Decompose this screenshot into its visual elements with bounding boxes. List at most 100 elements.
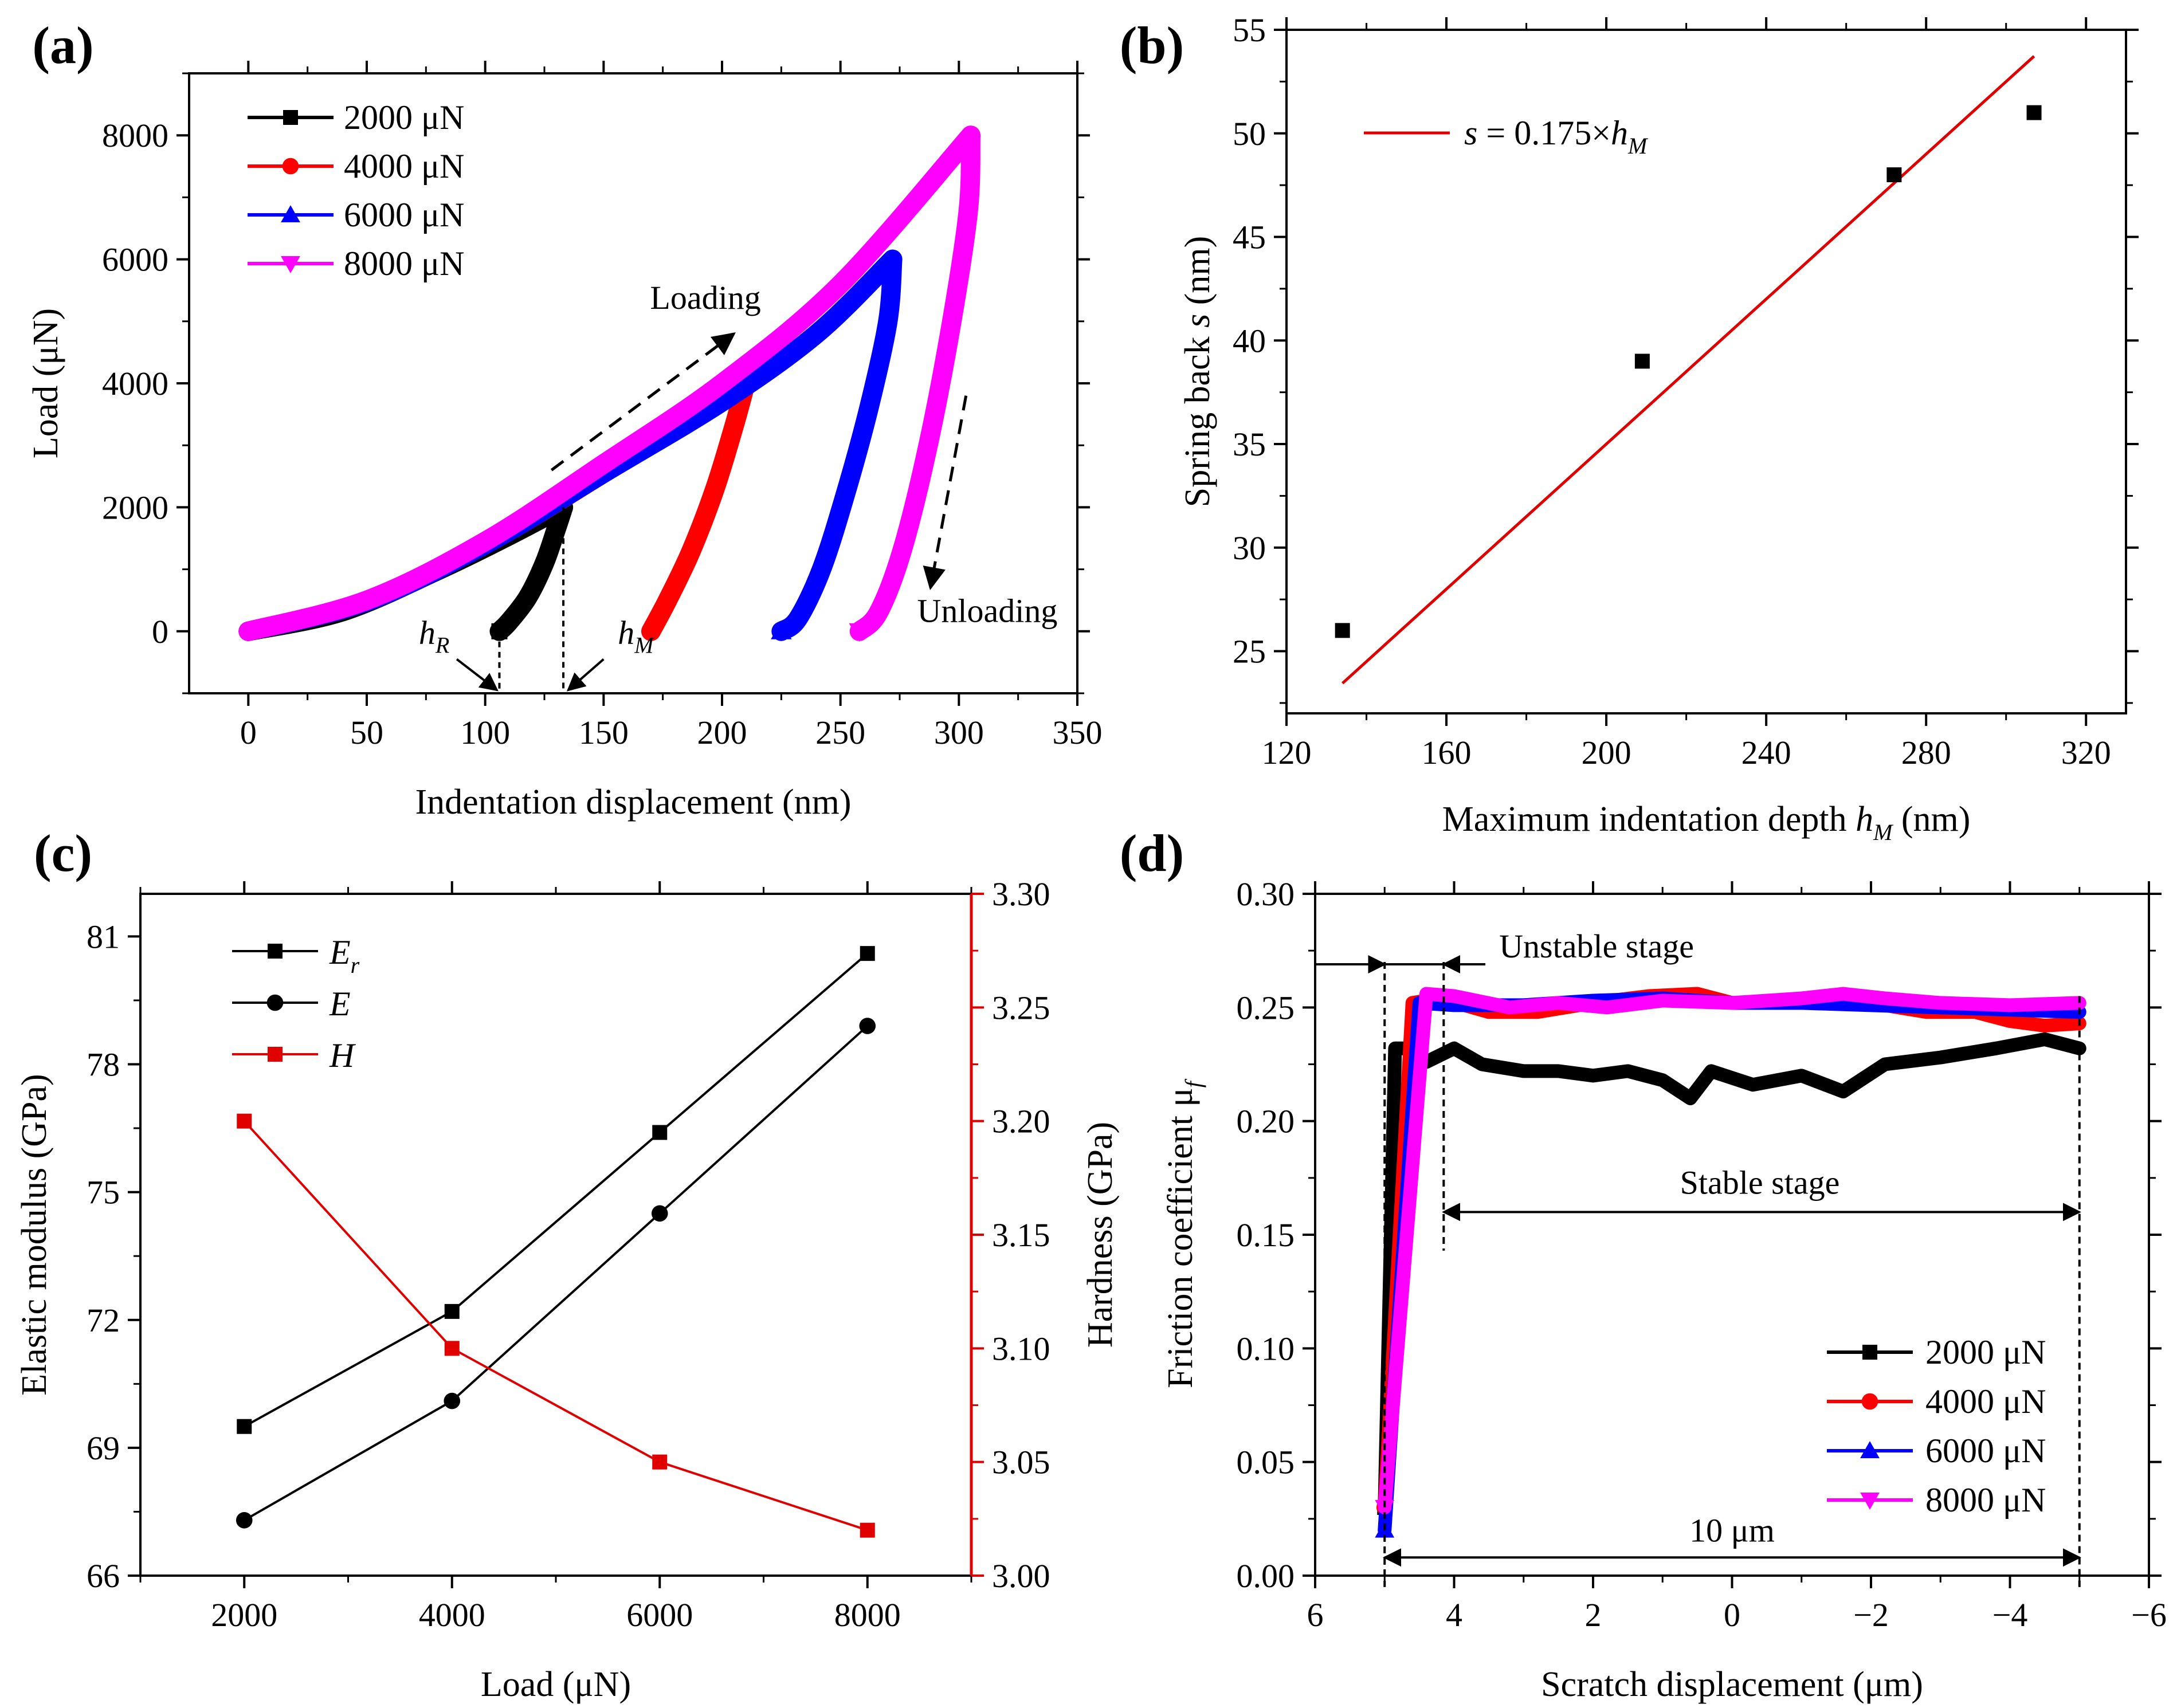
legend-marker-1 <box>282 158 299 175</box>
x-axis-label-sub: M <box>1873 819 1894 845</box>
series-1-point <box>444 1392 461 1409</box>
y-tick-label: 3.05 <box>992 1444 1050 1481</box>
x-tick-label: −4 <box>1992 1596 2028 1634</box>
x-tick-label: 150 <box>579 714 629 751</box>
series-2-point <box>652 1454 668 1470</box>
legend-marker-3 <box>281 256 300 273</box>
data-point-3 <box>2026 105 2042 120</box>
series-0-point <box>444 1303 460 1319</box>
y-tick-label: 2000 <box>102 489 168 526</box>
h-r-annotation-sub: R <box>435 632 449 658</box>
y-axis-right-label: Hardness (GPa) <box>1081 1122 1120 1348</box>
y-axis-label-s: s <box>1178 314 1217 328</box>
loading-annotation: Loading <box>650 279 760 316</box>
series-2-point <box>860 1522 875 1538</box>
y-axis-label-main: Friction coefficient μ <box>1161 1087 1200 1388</box>
y-tick-label: 4000 <box>102 365 168 402</box>
h-r-annotation-main: h <box>419 614 436 651</box>
y-tick-label: 3.30 <box>992 875 1050 913</box>
legend-label-3: 8000 μN <box>1925 1481 2046 1519</box>
series-3-line <box>1378 987 2086 1514</box>
unstable-annotation: Unstable stage <box>1499 928 1694 965</box>
y-tick-label: 3.00 <box>992 1557 1050 1595</box>
legend-label-1: E <box>329 985 351 1023</box>
x-tick-label: 0 <box>240 714 257 751</box>
y-axis-label: Spring back s (nm) <box>1178 236 1217 508</box>
series-1-point <box>651 1205 668 1222</box>
series-3-start-marker <box>1375 1500 1395 1517</box>
y-tick-label: 0.10 <box>1237 1330 1295 1367</box>
x-tick-label: 160 <box>1422 734 1472 771</box>
y-axis-label: Friction coefficient μf <box>1161 1078 1206 1388</box>
series-0-unloading <box>489 497 574 641</box>
x-tick-label: 4000 <box>419 1596 485 1634</box>
data-point-0 <box>1335 623 1350 638</box>
h-m-arrow <box>566 658 605 692</box>
legend-marker-2 <box>268 1047 283 1062</box>
x-tick-label: −6 <box>2131 1596 2167 1634</box>
y-axis-label-unit: (nm) <box>1178 236 1217 314</box>
x-axis-label: Scratch displacement (μm) <box>1541 1665 1923 1704</box>
legend-label-2: 6000 μN <box>1925 1432 2046 1470</box>
x-tick-label: 4 <box>1446 1596 1462 1634</box>
legend-marker-0 <box>283 110 298 125</box>
x-tick-label: 250 <box>815 714 865 751</box>
x-tick-label: 280 <box>1901 734 1951 771</box>
legend-label-main-1: E <box>329 985 351 1023</box>
panel-a: (a) 0 50 100 150 200 250 300 350 0 2000 4000 6000 800… <box>26 16 1103 822</box>
series-1-point <box>859 1018 876 1034</box>
legend-marker-3 <box>1860 1493 1880 1510</box>
legend-fit-label-sub: M <box>1627 133 1649 159</box>
fit-line <box>1341 55 2035 685</box>
y-tick-label: 75 <box>87 1174 120 1211</box>
x-tick-label: 6 <box>1307 1596 1324 1634</box>
y-tick-label: 3.25 <box>992 989 1050 1026</box>
legend-label-1: 4000 μN <box>344 147 465 185</box>
y-tick-label: 81 <box>87 918 120 955</box>
x-tick-label: 200 <box>1582 734 1631 771</box>
plot-frame <box>139 893 972 1577</box>
panel-label: (a) <box>32 16 93 74</box>
y-tick-label: 0.00 <box>1237 1557 1295 1595</box>
x-tick-label: 350 <box>1053 714 1103 751</box>
data-point-2 <box>1886 167 1902 183</box>
y-tick-label: 3.10 <box>992 1330 1050 1367</box>
stable-annotation: Stable stage <box>1680 1164 1840 1202</box>
series-1-point <box>236 1512 253 1529</box>
y-tick-label: 72 <box>87 1302 120 1339</box>
x-axis-label-h: h <box>1856 800 1873 839</box>
series-1-end-marker <box>642 622 660 641</box>
series-0-line <box>244 952 869 1428</box>
h-r-arrow <box>456 658 499 692</box>
h-m-annotation: hM <box>618 614 655 658</box>
legend-marker-1 <box>1861 1393 1878 1410</box>
x-tick-label: 100 <box>460 714 510 751</box>
legend-marker-2 <box>281 205 300 222</box>
panel-label: (c) <box>34 824 92 882</box>
plot-frame <box>1285 29 2127 714</box>
length-annotation: 10 μm <box>1689 1512 1775 1549</box>
legend-label-0: 2000 μN <box>344 99 465 136</box>
legend-label-main-0: E <box>329 933 351 971</box>
legend-fit-label: s = 0.175×hM <box>1464 114 1649 159</box>
data-point-1 <box>1634 354 1650 369</box>
legend-label-2: 6000 μN <box>344 196 465 234</box>
x-axis-label: Indentation displacement (nm) <box>415 783 852 822</box>
y-tick-label: 50 <box>1233 115 1266 152</box>
y-tick-label: 0.05 <box>1237 1444 1295 1481</box>
y-tick-label: 0.15 <box>1237 1216 1295 1254</box>
y-tick-label: 8000 <box>102 117 168 154</box>
series-2-unloading <box>771 249 903 641</box>
y-tick-label: 0.25 <box>1237 989 1295 1026</box>
h-r-annotation: hR <box>419 614 449 658</box>
series-3-unloading <box>849 125 980 641</box>
series-2-end-marker <box>771 621 792 639</box>
unloading-arrow <box>923 395 968 590</box>
x-tick-label: −2 <box>1853 1596 1889 1634</box>
y-tick-label: 6000 <box>102 241 168 278</box>
y-axis-label: Elastic modulus (GPa) <box>15 1074 54 1395</box>
series-2-point <box>237 1113 252 1129</box>
series-0-line <box>1378 1032 2086 1514</box>
legend-marker-0 <box>268 944 283 959</box>
legend-label-2: H <box>329 1036 356 1074</box>
